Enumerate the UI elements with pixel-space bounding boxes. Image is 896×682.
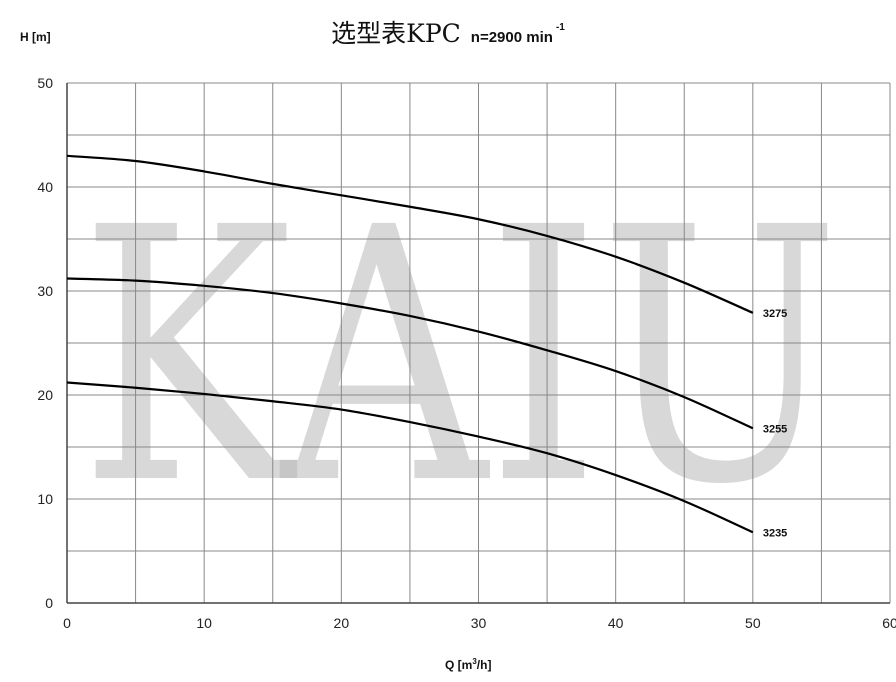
y-tick-label: 50 (37, 75, 53, 91)
x-tick-label: 20 (334, 615, 350, 631)
y-tick-label: 10 (37, 491, 53, 507)
x-tick-label: 10 (196, 615, 212, 631)
tick-labels: 0 10 20 30 40 50 60 0 10 20 30 40 50 (37, 75, 896, 631)
y-tick-label: 40 (37, 179, 53, 195)
series-line-3255 (66, 277, 754, 430)
watermark: KAIU (80, 153, 840, 561)
series-label-3255: 3255 (763, 423, 787, 435)
y-tick-label: 0 (45, 595, 53, 611)
grid (66, 82, 891, 604)
x-axis-label-suffix: /h] (476, 658, 492, 672)
x-tick-label: 40 (608, 615, 624, 631)
chart-title: 选型表KPC n=2900 min-1 (0, 14, 896, 50)
series-label-3235: 3235 (763, 527, 787, 539)
x-axis-label-exponent: 3 (472, 657, 477, 666)
y-tick-label: 30 (37, 283, 53, 299)
x-axis-label: Q [m3/h] (445, 657, 491, 672)
series-line-3235 (66, 381, 754, 534)
watermark-text: KAIU (80, 153, 840, 561)
x-axis-label-prefix: Q [m (445, 658, 473, 672)
y-tick-label: 20 (37, 387, 53, 403)
x-tick-label: 30 (471, 615, 487, 631)
chart-title-main: 选型表KPC (331, 19, 461, 48)
y-axis-label: H [m] (20, 30, 51, 44)
x-tick-label: 0 (63, 615, 71, 631)
series-group: 3275 3255 3235 (66, 154, 787, 539)
chart-title-speed-exponent: -1 (555, 22, 565, 33)
x-tick-label: 50 (745, 615, 761, 631)
series-line-3275 (66, 154, 754, 314)
series-label-3275: 3275 (763, 308, 787, 320)
chart-title-speed: n=2900 min (470, 29, 553, 46)
x-tick-label: 60 (882, 615, 896, 631)
